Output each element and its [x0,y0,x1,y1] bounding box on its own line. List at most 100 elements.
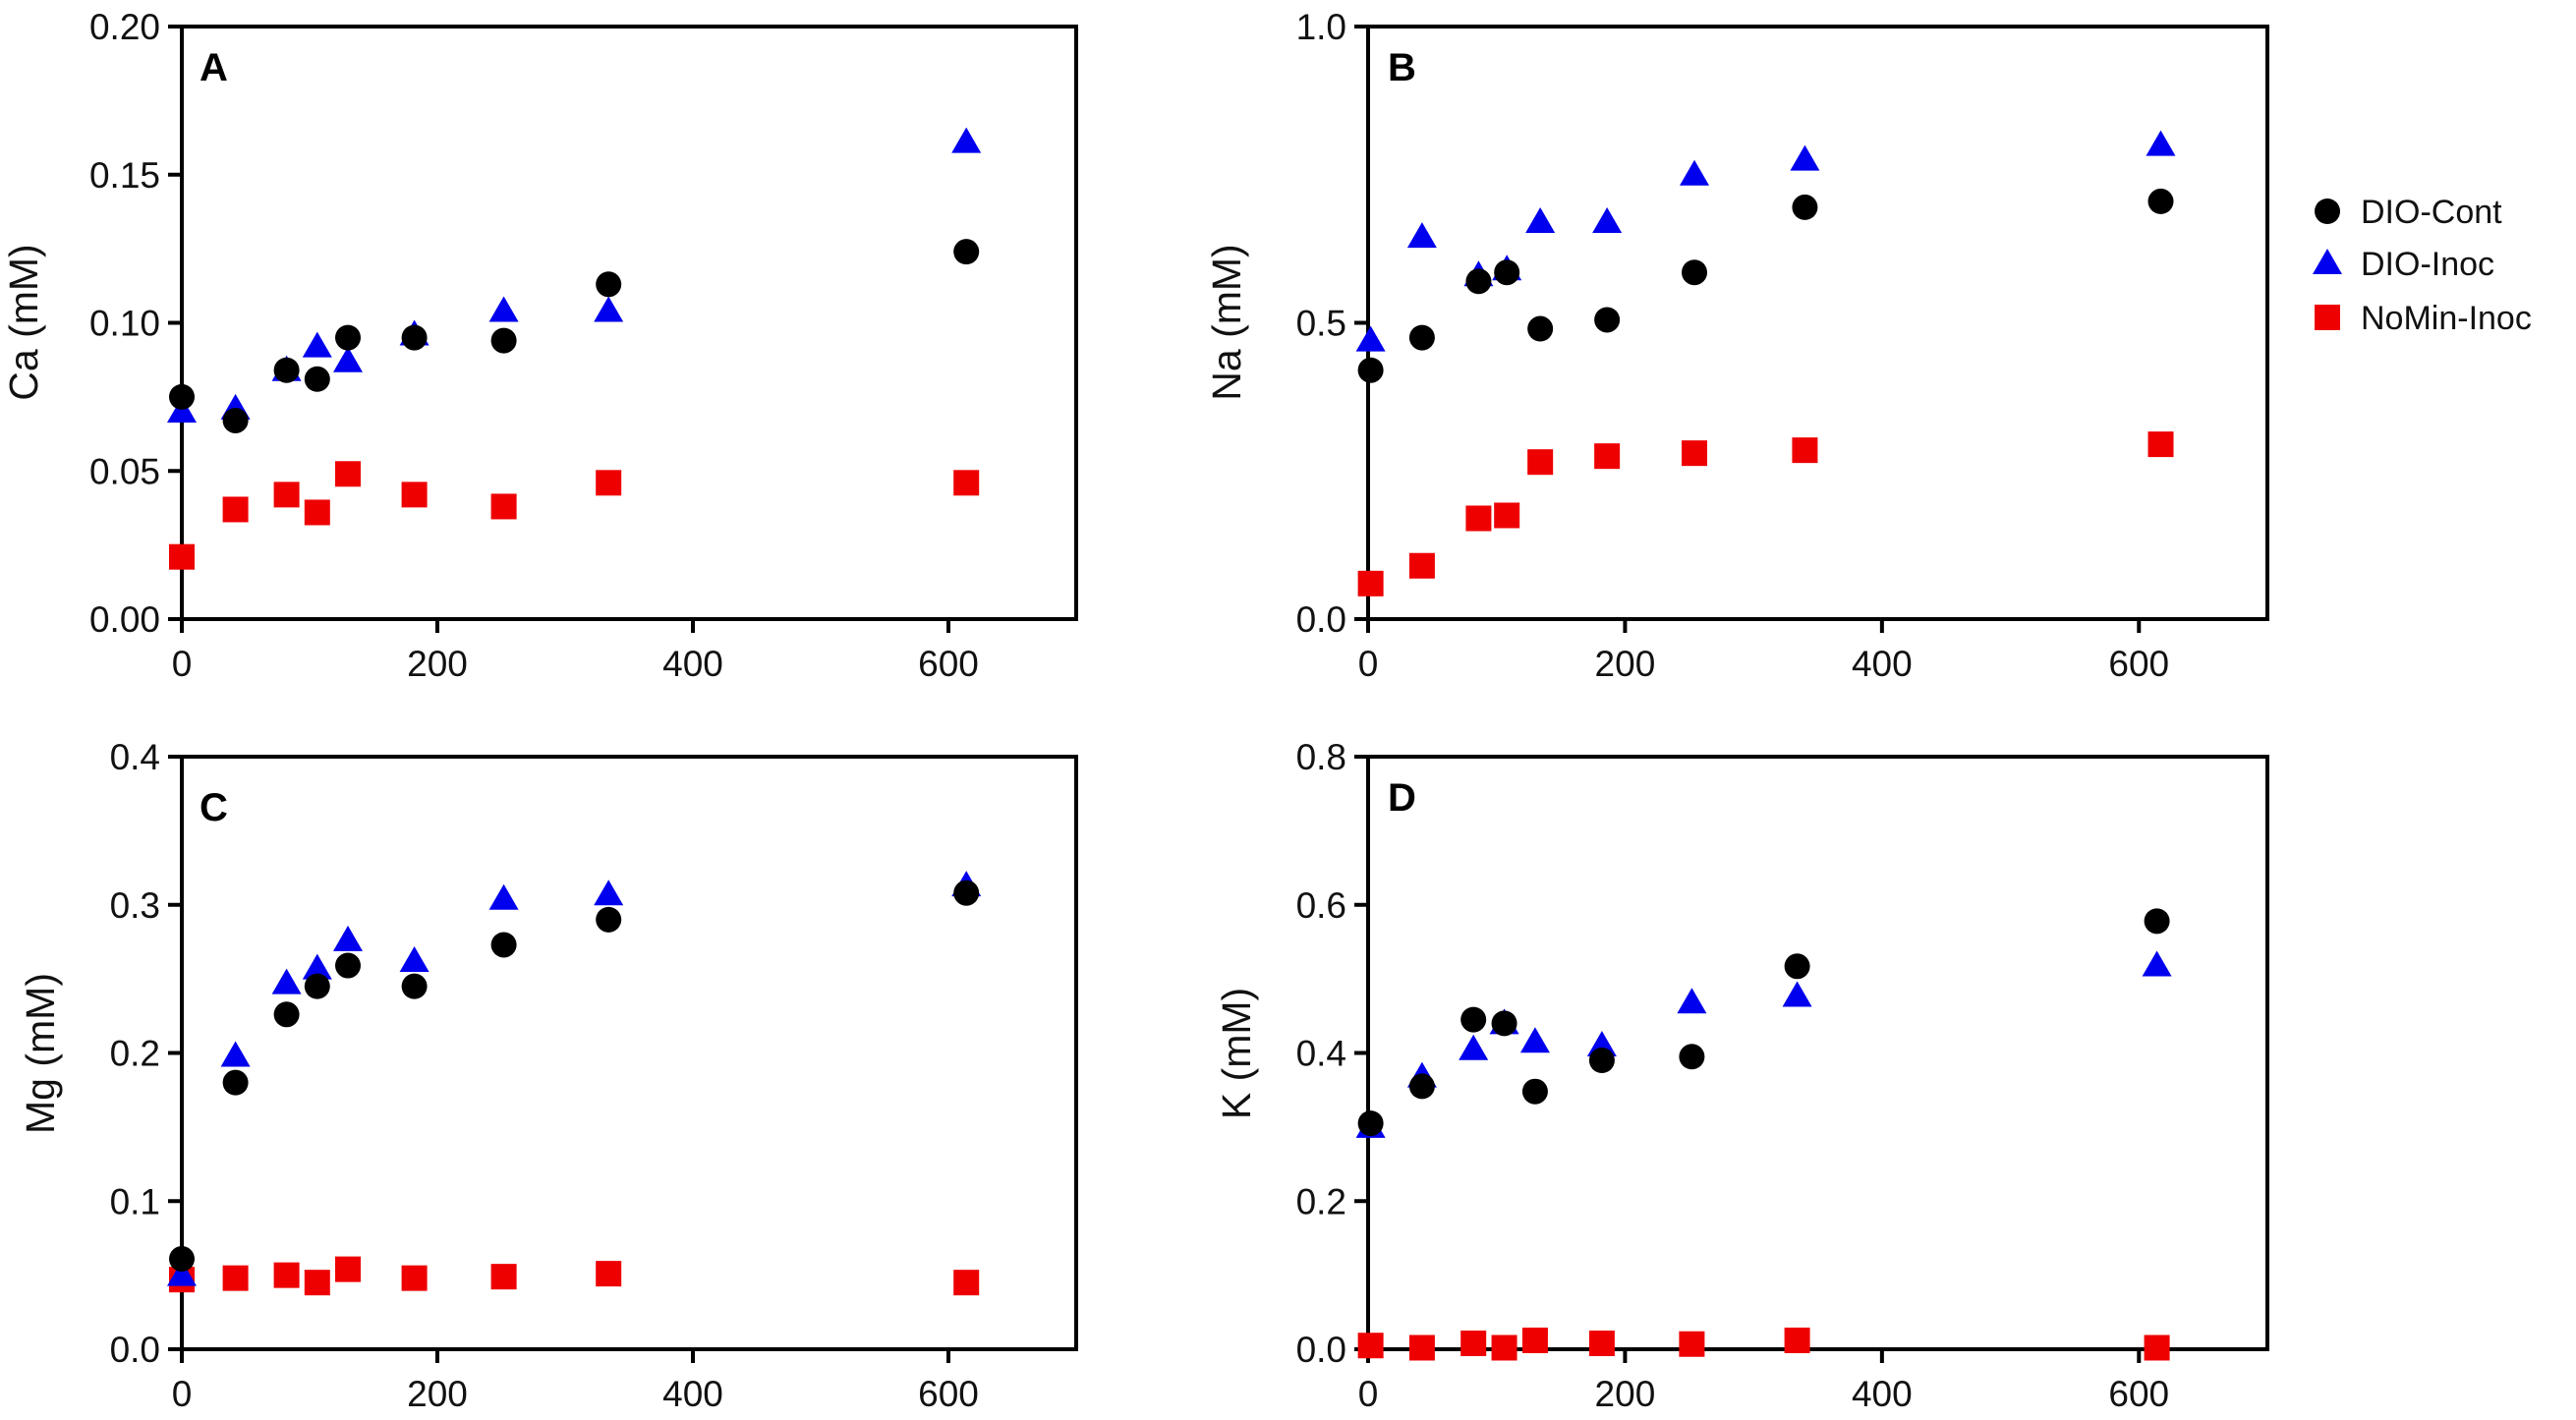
panel-c: C Mg (mM) 0.0 0.1 0.2 0.3 0.4 0 200 400 600 [18,737,1078,1414]
panel-a-xtick-label: 200 [407,644,468,684]
panel-b-point-nomin-inoc [2147,431,2174,458]
panel-d-point-dio-cont [1408,1073,1435,1100]
panel-b-point-dio-inoc [2146,130,2176,156]
panel-a-ytick-label: 0.15 [89,155,160,196]
panel-b: B Na (mM) 0.0 0.5 1.0 0 200 400 600 [1204,7,2269,684]
panel-a-point-nomin-inoc [304,499,330,526]
panel-a-point-nomin-inoc [401,482,428,508]
panel-d-xtick-label: 200 [1595,1374,1656,1414]
panel-c-point-dio-inoc [488,883,519,910]
panel-b-point-dio-cont [1494,259,1520,286]
panel-c-point-dio-inoc [271,968,302,994]
panel-b-point-nomin-inoc [1527,449,1554,476]
panel-d-point-dio-cont [1357,1110,1384,1137]
panel-d-point-dio-inoc [1782,981,1812,1007]
panel-c-point-nomin-inoc [222,1265,249,1291]
panel-a-xticks: 0 200 400 600 [172,619,979,684]
panel-c-xtick-label: 200 [407,1374,468,1414]
panel-b-xtick-label: 600 [2108,644,2169,684]
panel-b-xtick-label: 200 [1595,644,1656,684]
panel-d-ytick-label: 0.4 [1296,1034,1346,1074]
legend: DIO-Cont DIO-Inoc NoMin-Inoc [2313,194,2532,337]
panel-a-xtick-label: 0 [172,644,193,684]
panel-a-point-nomin-inoc [596,470,622,496]
panel-b-letter: B [1388,46,1416,89]
panel-c-point-dio-cont [953,880,980,906]
panel-b-point-dio-inoc [1790,144,1820,171]
panel-d-point-dio-inoc [1519,1027,1550,1053]
panel-b-point-dio-cont [1408,324,1435,351]
panel-b-point-nomin-inoc [1792,437,1818,464]
panel-b-point-dio-cont [1594,307,1621,333]
panel-c-point-nomin-inoc [273,1262,300,1288]
panel-c-point-dio-cont [596,906,622,933]
panel-b-point-dio-inoc [1406,222,1437,249]
legend-label-dio-cont: DIO-Cont [2361,194,2502,231]
panel-c-point-dio-cont [401,973,428,999]
panel-d-point-dio-cont [2144,908,2170,935]
panel-c-point-dio-inoc [220,1041,251,1067]
panel-d-point-nomin-inoc [1491,1335,1517,1361]
panel-d-point-dio-cont [1588,1048,1615,1074]
panel-a-point-dio-cont [953,239,980,265]
panel-b-point-nomin-inoc [1594,443,1621,470]
panel-c-ytick-label: 0.1 [110,1181,160,1221]
panel-a-point-dio-cont [304,366,330,392]
panel-b-point-dio-cont [1682,259,1708,286]
panel-a-marks [167,127,982,570]
panel-b-ytick-label: 0.5 [1296,304,1346,344]
panel-c-point-nomin-inoc [335,1256,361,1282]
panel-b-ylabel: Na (mM) [1204,244,1249,400]
panel-a-ylabel: Ca (mM) [1,244,46,400]
panel-a-ytick-label: 0.05 [89,451,160,491]
panel-a-ytick-label: 0.00 [89,599,160,640]
panel-d-point-dio-inoc [2142,950,2172,977]
panel-c-marks [167,871,982,1296]
panel-d-yticks: 0.0 0.2 0.4 0.6 0.8 [1296,737,1368,1370]
panel-b-point-nomin-inoc [1465,505,1492,532]
panel-c-point-dio-inoc [302,953,332,980]
panel-c-ytick-label: 0.2 [110,1034,160,1074]
panel-c-point-dio-cont [490,932,517,958]
panel-d-point-nomin-inoc [2144,1335,2170,1361]
panel-d-ytick-label: 0.8 [1296,737,1346,777]
legend-marker-dio-inoc [2313,249,2342,274]
panel-d-point-nomin-inoc [1521,1327,1548,1353]
panel-b-point-dio-cont [1357,357,1384,383]
panel-d-xtick-label: 0 [1358,1374,1379,1414]
panel-d-point-dio-inoc [1459,1034,1489,1060]
legend-marker-dio-cont [2315,199,2340,224]
panel-d-point-dio-cont [1679,1044,1705,1070]
panel-b-point-dio-cont [1527,315,1554,342]
panel-c-ytick-label: 0.0 [110,1330,160,1370]
panel-d-marks [1355,908,2172,1361]
panel-d-point-nomin-inoc [1588,1330,1615,1356]
panel-a-point-nomin-inoc [273,482,300,508]
panel-b-point-nomin-inoc [1408,552,1435,579]
panel-c-xticks: 0 200 400 600 [172,1349,979,1414]
panel-c-point-nomin-inoc [304,1270,330,1296]
panel-d-point-dio-inoc [1677,988,1707,1014]
panel-d-point-nomin-inoc [1679,1331,1705,1357]
legend-label-nomin-inoc: NoMin-Inoc [2361,300,2532,337]
panel-b-ytick-label: 1.0 [1296,7,1346,47]
panel-a-point-dio-cont [335,324,361,351]
panel-a-ytick-label: 0.20 [89,7,160,47]
panel-b-xtick-label: 0 [1358,644,1379,684]
panel-d-letter: D [1388,776,1416,820]
panel-a-point-nomin-inoc [335,461,361,487]
panel-a-point-nomin-inoc [953,470,980,496]
panel-d-point-dio-cont [1784,953,1810,980]
panel-d-point-nomin-inoc [1357,1333,1384,1359]
panel-c-point-dio-cont [222,1069,249,1096]
panel-b-marks [1355,130,2176,596]
panel-a-point-dio-inoc [333,346,363,372]
panel-a-point-dio-cont [490,327,517,354]
panel-b-point-nomin-inoc [1682,440,1708,467]
panel-a-point-nomin-inoc [222,496,249,523]
panel-c-yticks: 0.0 0.1 0.2 0.3 0.4 [110,737,182,1370]
panel-d-ytick-label: 0.2 [1296,1181,1346,1221]
panel-d-xtick-label: 600 [2108,1374,2169,1414]
panel-a-point-dio-inoc [594,296,624,322]
panel-c-ytick-label: 0.3 [110,885,160,926]
